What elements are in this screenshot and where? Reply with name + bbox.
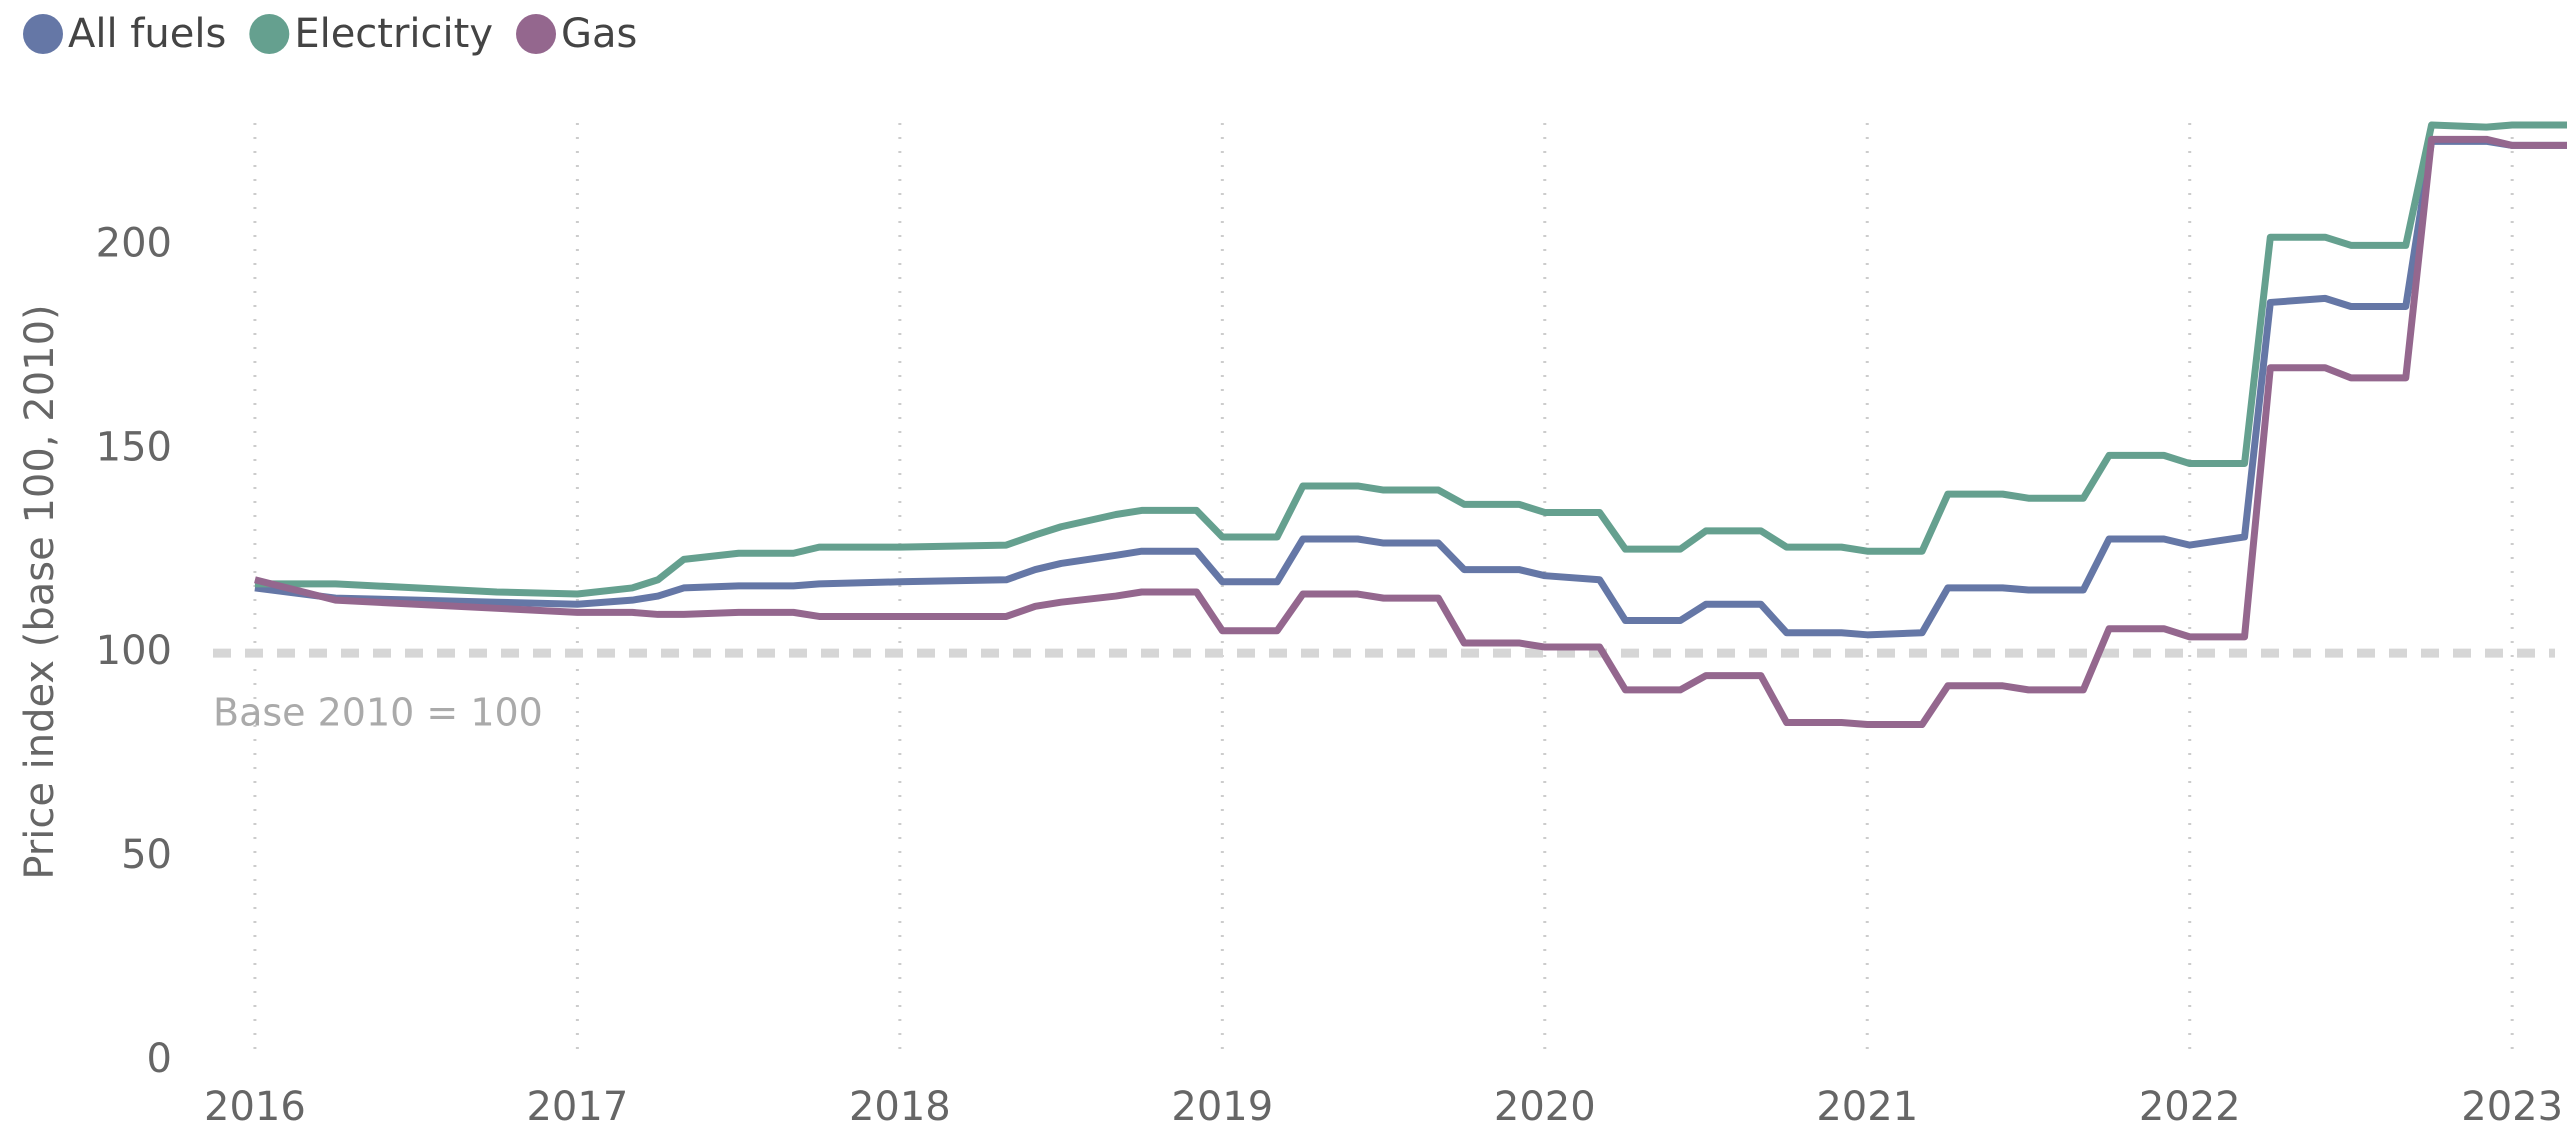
- legend-label: Electricity: [294, 11, 493, 57]
- y-tick-label: 150: [96, 424, 172, 470]
- x-tick-label: 2017: [526, 1084, 628, 1129]
- y-tick-label: 100: [96, 628, 172, 674]
- x-tick-label: 2023: [2461, 1084, 2563, 1129]
- y-tick-label: 0: [147, 1036, 172, 1082]
- y-axis-title: Price index (base 100, 2010): [17, 304, 63, 879]
- legend-label: All fuels: [68, 11, 226, 57]
- y-tick-label: 200: [96, 220, 172, 266]
- x-tick-label: 2019: [1171, 1084, 1273, 1129]
- legend-label: Gas: [561, 11, 637, 57]
- x-tick-label: 2022: [2139, 1084, 2241, 1129]
- x-tick-label: 2021: [1816, 1084, 1918, 1129]
- reference-label: Base 2010 = 100: [213, 691, 543, 735]
- x-tick-label: 2020: [1494, 1084, 1596, 1129]
- y-tick-label: 50: [121, 832, 172, 878]
- series-line: [254, 121, 2567, 598]
- legend-marker: [516, 14, 557, 54]
- series-line: [254, 135, 2567, 729]
- x-tick-label: 2016: [204, 1084, 306, 1129]
- legend-marker: [23, 14, 63, 54]
- legend-marker: [249, 14, 290, 54]
- x-tick-label: 2018: [849, 1084, 951, 1129]
- series-line: [254, 137, 2567, 639]
